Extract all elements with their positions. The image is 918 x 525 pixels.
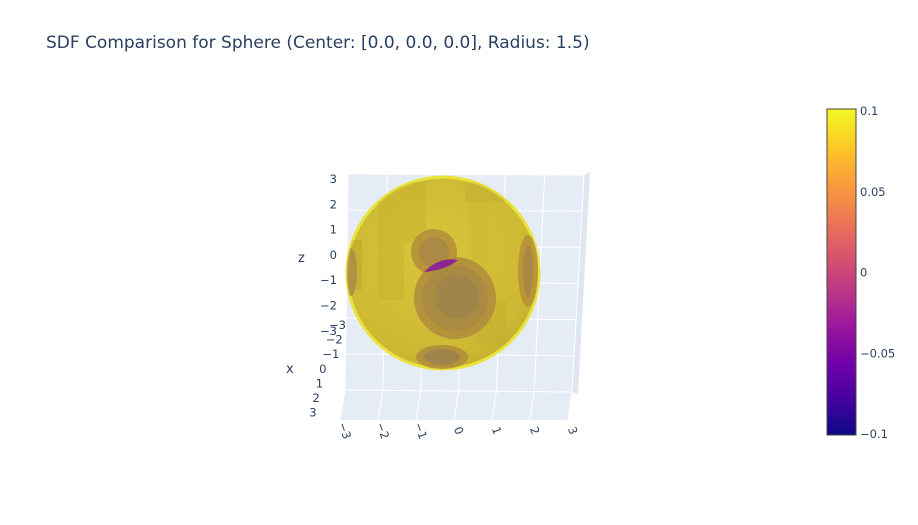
y-tick-label: −3 [335,420,354,441]
sphere-texture [347,180,538,369]
z-tick-label: 0 [330,248,337,262]
z-tick-label: −3 [320,324,337,338]
y-tick-label: 0 [451,425,467,437]
gridline-vertical [571,174,585,393]
colorbar-tick-label: −0.05 [860,346,895,360]
colorbar-tick-label: 0.1 [860,104,878,118]
y-tick-label: −1 [411,420,430,441]
y-tick-label: −2 [373,420,392,441]
y-tick-label: 3 [565,425,581,437]
colorbar-tick-label: 0 [860,266,867,280]
colorbar-ticks: 0.1 0.05 0 −0.05 −0.1 [860,104,895,441]
side-wall [572,172,590,395]
colorbar-tick-label: −0.1 [860,427,888,441]
z-tick-label: 3 [330,172,337,186]
x-tick-label: 0 [319,362,326,376]
x-tick-label: 1 [316,376,323,390]
y-tick-label: 1 [489,425,505,437]
z-axis-ticks: 3 2 1 0 −1 −2 −3 [320,172,337,338]
lower-blob-core [435,275,479,319]
colorbar-fill [826,108,857,436]
gridline-floor [491,391,497,421]
z-tick-label: 1 [330,223,337,237]
x-tick-label: −3 [329,318,346,332]
colorbar: 0.1 0.05 0 −0.05 −0.1 [826,104,895,441]
y-axis-ticks: −3 −2 −1 0 1 2 3 [335,420,580,441]
x-tick-label: −1 [322,347,339,361]
z-axis-title: z [298,251,305,266]
gridline-floor [529,391,535,421]
z-tick-label: −1 [320,273,337,287]
x-axis-title: x [286,362,294,377]
y-tick-label: 2 [527,425,543,437]
gridline-floor [339,389,346,421]
gridline-floor [453,390,459,421]
gridline-floor [415,390,422,421]
sphere-isosurface[interactable] [345,175,541,371]
x-tick-label: 3 [309,406,316,420]
colorbar-tick-label: 0.05 [860,185,886,199]
chart-title: SDF Comparison for Sphere (Center: [0.0,… [46,33,590,53]
inner-sdf-patch [424,259,458,272]
z-tick-label: −2 [320,299,337,313]
x-tick-label: 2 [313,391,320,405]
gridline-floor [377,390,384,421]
x-tick-label: −2 [326,333,343,347]
z-tick-label: 2 [330,197,337,211]
gridline-floor [567,391,573,421]
